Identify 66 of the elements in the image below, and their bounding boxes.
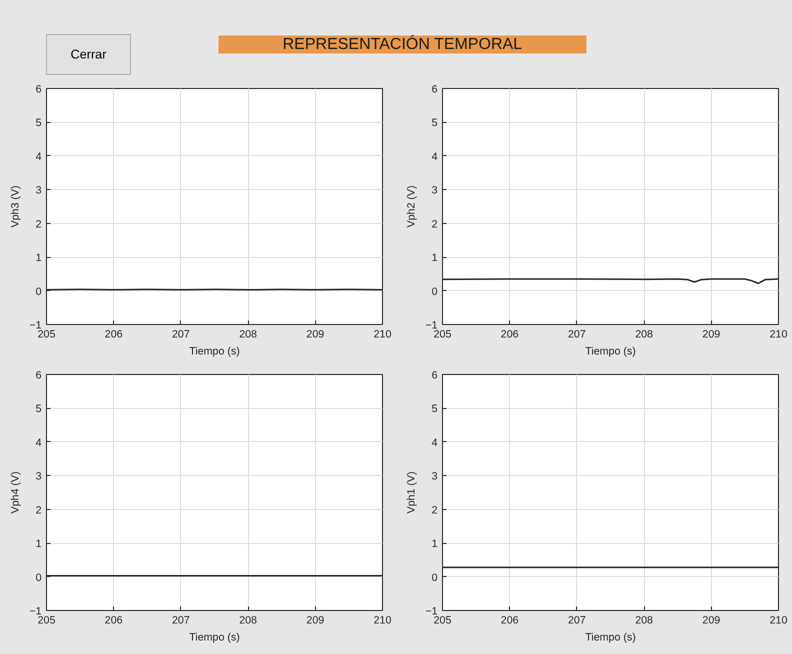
y-tick-label: 1 xyxy=(36,538,42,550)
y-tick-label: 4 xyxy=(432,150,438,163)
x-tick-label: 209 xyxy=(702,614,720,626)
y-tick-label: 2 xyxy=(432,218,438,230)
y-tick-label: 5 xyxy=(36,403,42,416)
y-tick-label: 3 xyxy=(36,470,42,483)
y-tick-label: 6 xyxy=(36,84,42,96)
y-tick-label: 0 xyxy=(432,286,438,298)
x-tick-label: 208 xyxy=(635,328,654,340)
x-axis-title: Tiempo (s) xyxy=(585,346,636,358)
y-axis-title: Vph2 (V) xyxy=(405,185,418,228)
y-tick-label: −1 xyxy=(425,606,438,618)
y-tick-label: 5 xyxy=(36,117,42,130)
y-axis-title: Vph3 (V) xyxy=(9,185,22,228)
x-tick-label: 208 xyxy=(239,614,258,626)
x-tick-label: 207 xyxy=(172,328,190,340)
x-tick-label: 210 xyxy=(374,614,392,626)
x-axis-title: Tiempo (s) xyxy=(189,632,240,644)
x-tick-label: 205 xyxy=(38,328,56,340)
x-tick-label: 209 xyxy=(306,328,324,340)
y-tick-label: 4 xyxy=(432,436,438,449)
x-tick-label: 207 xyxy=(172,614,190,626)
y-tick-label: 0 xyxy=(432,572,438,584)
x-tick-label: 210 xyxy=(374,328,392,340)
x-axis-title: Tiempo (s) xyxy=(585,632,636,644)
x-tick-label: 210 xyxy=(770,328,788,340)
y-tick-label: 0 xyxy=(36,572,42,584)
y-tick-label: 2 xyxy=(36,504,42,516)
x-tick-label: 208 xyxy=(635,614,654,626)
x-tick-label: 206 xyxy=(104,328,123,340)
y-tick-label: −1 xyxy=(29,606,42,618)
y-axis-title: Vph4 (V) xyxy=(9,471,22,514)
x-tick-label: 210 xyxy=(770,614,788,626)
y-tick-label: 5 xyxy=(432,403,438,416)
y-axis-title: Vph1 (V) xyxy=(405,471,418,514)
y-tick-label: 1 xyxy=(432,538,438,550)
x-tick-label: 207 xyxy=(568,328,586,340)
y-tick-label: −1 xyxy=(425,320,438,332)
text: Cerrar xyxy=(70,48,106,62)
y-tick-label: 2 xyxy=(432,504,438,516)
y-tick-label: −1 xyxy=(29,320,42,332)
y-tick-label: 6 xyxy=(432,370,438,382)
x-tick-label: 206 xyxy=(104,614,123,626)
y-tick-label: 3 xyxy=(36,184,42,197)
x-axis-title: Tiempo (s) xyxy=(189,346,240,358)
y-tick-label: 5 xyxy=(432,117,438,130)
y-tick-label: 3 xyxy=(432,470,438,483)
x-tick-label: 209 xyxy=(306,614,324,626)
x-tick-label: 209 xyxy=(702,328,720,340)
x-tick-label: 206 xyxy=(500,614,519,626)
y-tick-label: 6 xyxy=(36,370,42,382)
x-tick-label: 207 xyxy=(568,614,586,626)
x-tick-label: 206 xyxy=(500,328,519,340)
y-tick-label: 4 xyxy=(36,436,42,449)
y-tick-label: 0 xyxy=(36,286,42,298)
x-tick-label: 205 xyxy=(38,614,56,626)
y-tick-label: 1 xyxy=(36,252,42,264)
y-tick-label: 1 xyxy=(432,252,438,264)
x-tick-label: 205 xyxy=(434,328,452,340)
y-tick-label: 6 xyxy=(432,84,438,96)
y-tick-label: 2 xyxy=(36,218,42,230)
text: REPRESENTACIÓN TEMPORAL xyxy=(282,35,522,53)
x-tick-label: 208 xyxy=(239,328,258,340)
y-tick-label: 4 xyxy=(36,150,42,163)
x-tick-label: 205 xyxy=(434,614,452,626)
y-tick-label: 3 xyxy=(432,184,438,197)
